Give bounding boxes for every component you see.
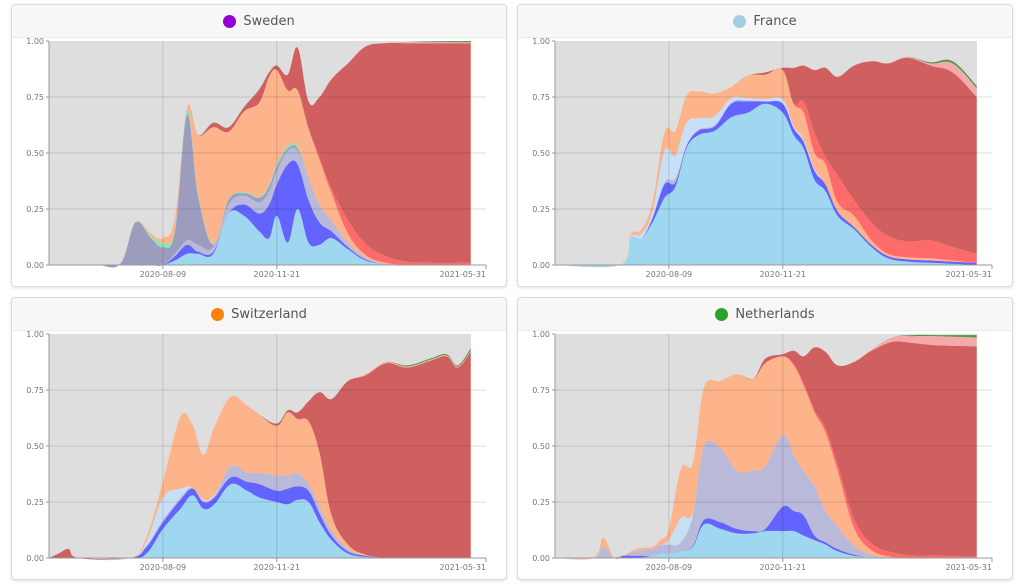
y-tick-label: 1.00 — [26, 331, 44, 339]
chart-header: Switzerland — [12, 298, 506, 331]
y-tick-label: 0.50 — [26, 149, 44, 158]
area-series-peach — [49, 395, 471, 560]
chart-card-netherlands: Netherlands 0.00 0.25 0.50 0.75 1.00 2020-08-0… — [517, 297, 1013, 580]
y-tick-label: 0.25 — [532, 498, 550, 507]
area-series-lavender — [49, 147, 471, 266]
x-tick-label: 2021-05-31 — [440, 563, 487, 572]
area-series-light-red — [555, 68, 977, 268]
x-tick-label: 2020-08-09 — [646, 563, 693, 572]
x-tick-label: 2021-05-31 — [440, 270, 487, 279]
area-series-dark-red — [555, 341, 977, 560]
y-tick-label: 0.25 — [532, 205, 550, 214]
y-tick-label: 0.50 — [532, 442, 550, 451]
x-tick-label: 2020-11-21 — [760, 563, 807, 572]
area-series-light-blue — [49, 209, 471, 266]
area-series-dark-red — [555, 57, 977, 268]
x-tick-label: 2020-08-09 — [646, 270, 693, 279]
y-tick-label: 0.75 — [26, 93, 44, 102]
area-series-dark-red — [49, 351, 471, 561]
stacked-area-chart: 0.00 0.25 0.50 0.75 1.00 2020-08-09 2020-11-21… — [532, 331, 993, 572]
area-series-light-blue — [49, 483, 471, 559]
x-tick-label: 2021-05-31 — [946, 563, 993, 572]
stacked-area-chart: 0.00 0.25 0.50 0.75 1.00 2020-08-09 2020-11-21… — [26, 38, 487, 279]
stacked-area-chart: 0.00 0.25 0.50 0.75 1.00 2020-08-09 2020-11-21… — [26, 331, 487, 572]
area-series-lavender — [49, 465, 471, 559]
y-tick-label: 1.00 — [532, 38, 550, 46]
y-tick-label: 1.00 — [532, 331, 550, 339]
area-series-lavender — [555, 434, 977, 559]
y-tick-label: 0.50 — [532, 149, 550, 158]
chart-card-france: France 0.00 0.25 0.50 0.75 1.00 2020-08-09 2020… — [517, 4, 1013, 287]
area-series-peach — [555, 356, 977, 560]
legend-dot-icon — [733, 14, 747, 28]
x-tick-label: 2020-11-21 — [760, 270, 807, 279]
chart-title: Switzerland — [231, 306, 307, 322]
x-tick-label: 2020-11-21 — [254, 270, 301, 279]
y-tick-label: 0.00 — [532, 261, 550, 270]
y-tick-label: 0.25 — [26, 498, 44, 507]
x-tick-label: 2021-05-31 — [946, 270, 993, 279]
y-tick-label: 0.75 — [532, 386, 550, 395]
y-tick-label: 0.00 — [26, 261, 44, 270]
chart-header: Netherlands — [518, 298, 1012, 331]
y-tick-label: 1.00 — [26, 38, 44, 46]
area-series-light-blue — [555, 103, 977, 268]
area-series-blue — [49, 476, 471, 559]
y-tick-label: 0.75 — [26, 386, 44, 395]
chart-title: France — [753, 13, 797, 29]
chart-card-sweden: Sweden 0.00 0.25 0.50 0.75 1.00 2020-08-09 2020… — [11, 4, 507, 287]
x-tick-label: 2020-08-09 — [140, 270, 187, 279]
y-tick-label: 0.00 — [26, 554, 44, 563]
area-series-peach — [49, 69, 471, 268]
y-tick-label: 0.00 — [532, 554, 550, 563]
stacked-area-chart: 0.00 0.25 0.50 0.75 1.00 2020-08-09 2020-11-21… — [532, 38, 993, 279]
legend-dot-icon — [211, 307, 225, 321]
x-tick-label: 2020-11-21 — [254, 563, 301, 572]
legend-dot-icon — [223, 14, 237, 28]
y-tick-label: 0.50 — [26, 442, 44, 451]
y-tick-label: 0.25 — [26, 205, 44, 214]
chart-title: Sweden — [243, 13, 295, 29]
chart-header: France — [518, 5, 1012, 38]
x-tick-label: 2020-08-09 — [140, 563, 187, 572]
chart-header: Sweden — [12, 5, 506, 38]
y-tick-label: 0.75 — [532, 93, 550, 102]
area-series-dark-red — [49, 42, 471, 268]
legend-dot-icon — [715, 307, 729, 321]
chart-card-switzerland: Switzerland 0.00 0.25 0.50 0.75 1.00 2020-08-0… — [11, 297, 507, 580]
chart-title: Netherlands — [735, 306, 815, 322]
area-series-light-blue — [555, 523, 977, 559]
